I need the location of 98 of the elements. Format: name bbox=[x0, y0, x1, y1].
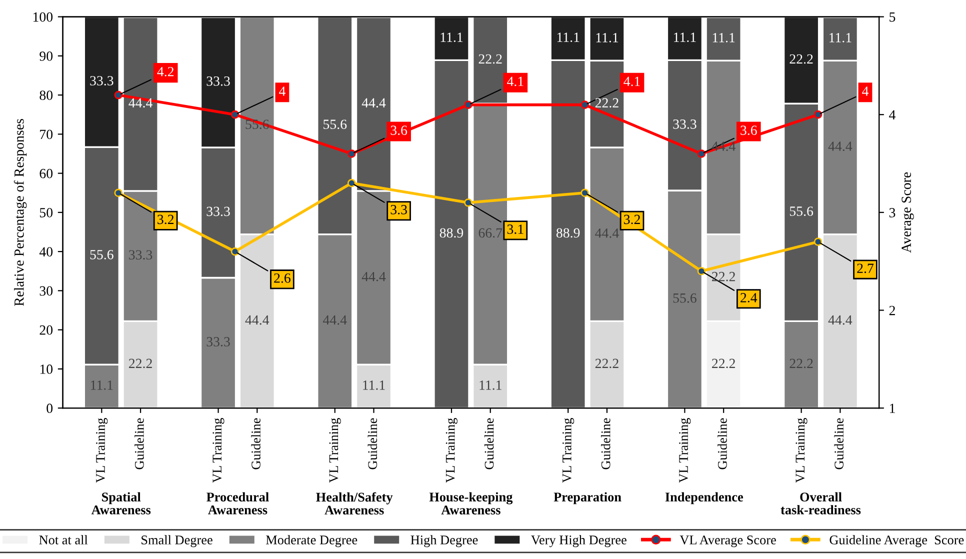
data-label: 33.3 bbox=[206, 337, 230, 346]
data-label: 3.2 bbox=[158, 214, 174, 224]
x-tick-label: Guideline bbox=[134, 418, 144, 470]
data-label: 3.1 bbox=[507, 224, 524, 234]
data-label: 44.4 bbox=[323, 315, 347, 325]
data-label: 3.3 bbox=[390, 204, 407, 214]
data-label: 44.4 bbox=[595, 228, 619, 238]
data-label: 55.6 bbox=[324, 120, 347, 130]
x-tick-label: Guideline bbox=[251, 418, 260, 470]
data-label: 44.4 bbox=[245, 315, 270, 325]
y2-axis-title: Average Score bbox=[902, 172, 914, 253]
legend-label: High Degree bbox=[410, 535, 478, 548]
data-label: 11.1 bbox=[480, 380, 502, 390]
data-label: 44.4 bbox=[362, 98, 386, 108]
text: House-keeping Awareness bbox=[429, 492, 513, 514]
data-label: 2.7 bbox=[857, 264, 874, 274]
data-label: 22.2 bbox=[790, 358, 813, 368]
x-tick-label: VL Training bbox=[212, 418, 224, 483]
legend-label: Very High Degree bbox=[531, 535, 626, 548]
data-label: 3.6 bbox=[740, 126, 757, 136]
y-tick-label: 40 bbox=[39, 247, 53, 257]
x-tick-label: Guideline bbox=[484, 418, 494, 470]
x-tick-label: Guideline bbox=[368, 418, 378, 470]
y-tick-label: 0 bbox=[46, 404, 53, 414]
data-label: 11.1 bbox=[830, 33, 852, 42]
y-tick-label: 30 bbox=[40, 286, 53, 296]
data-label: 33.3 bbox=[90, 76, 114, 86]
legend-label: Moderate Degree bbox=[266, 535, 358, 548]
data-label: 11.1 bbox=[557, 32, 580, 42]
x-tick-label: Guideline bbox=[600, 418, 610, 470]
y-tick-label: 90 bbox=[40, 51, 53, 61]
x-tick-label: VL Training bbox=[446, 418, 458, 483]
data-label: 55.6 bbox=[673, 293, 696, 303]
data-label: 11.1 bbox=[363, 380, 385, 390]
data-label: 4.1 bbox=[624, 76, 640, 86]
x-tick-label: VL Training bbox=[562, 418, 574, 483]
x-tick-label: Guideline bbox=[834, 418, 844, 470]
data-label: 55.6 bbox=[790, 206, 814, 216]
data-label: 44.4 bbox=[828, 315, 852, 325]
data-label: 44.4 bbox=[128, 98, 152, 108]
data-label: 2.4 bbox=[740, 293, 758, 302]
y-tick-label: 100 bbox=[33, 12, 53, 22]
data-label: 22.2 bbox=[595, 98, 618, 108]
y2-tick-label: 1 bbox=[890, 404, 895, 413]
data-label: 11.1 bbox=[440, 32, 463, 42]
data-label: 4 bbox=[279, 86, 286, 96]
text: Overall task-readiness bbox=[780, 492, 861, 514]
text: Spatial Awareness bbox=[91, 492, 151, 514]
data-label: 44.4 bbox=[828, 142, 852, 151]
y-tick-label: 20 bbox=[40, 325, 53, 335]
data-label: 44.4 bbox=[362, 272, 386, 282]
data-label: 11.1 bbox=[712, 33, 735, 42]
data-label: 22.2 bbox=[790, 54, 813, 64]
y-tick-label: 80 bbox=[40, 90, 53, 100]
data-label: 22.2 bbox=[712, 358, 735, 368]
text: Preparation bbox=[554, 492, 622, 504]
data-label: 55.6 bbox=[90, 250, 114, 260]
data-label: 3.6 bbox=[390, 126, 408, 136]
data-label: 11.1 bbox=[674, 32, 696, 42]
data-label: 22.2 bbox=[478, 54, 502, 64]
legend-label: Small Degree bbox=[142, 535, 212, 548]
y2-tick-label: 5 bbox=[890, 12, 896, 22]
data-label: 11.1 bbox=[90, 380, 113, 390]
y-tick-label: 60 bbox=[40, 168, 53, 178]
text: Procedural Awareness bbox=[206, 492, 269, 514]
data-label: 22.2 bbox=[595, 358, 618, 368]
y2-tick-label: 4 bbox=[889, 110, 896, 120]
data-label: 33.3 bbox=[129, 250, 152, 260]
legend-label: Not at all bbox=[39, 535, 88, 544]
y-axis-title: Relative Percentage of Responses bbox=[14, 119, 27, 306]
data-label: 33.3 bbox=[673, 120, 696, 129]
text: Independence bbox=[665, 492, 744, 504]
data-label: 4.2 bbox=[157, 66, 174, 76]
y2-tick-label: 2 bbox=[889, 306, 895, 316]
data-label: 33.3 bbox=[206, 76, 230, 86]
y-tick-label: 50 bbox=[40, 208, 53, 218]
legend-label: Guideline Average Score bbox=[830, 535, 964, 548]
data-label: 11.1 bbox=[596, 33, 618, 42]
text: Health/Safety Awareness bbox=[316, 492, 393, 515]
x-tick-label: VL Training bbox=[796, 418, 808, 483]
x-tick-label: Guideline bbox=[718, 418, 727, 470]
y-tick-label: 70 bbox=[40, 130, 53, 140]
y-tick-label: 10 bbox=[40, 364, 53, 374]
data-label: 88.9 bbox=[440, 228, 464, 238]
data-label: 22.2 bbox=[128, 358, 152, 368]
data-label: 4.1 bbox=[507, 76, 524, 86]
x-tick-label: VL Training bbox=[679, 418, 691, 483]
y2-tick-label: 3 bbox=[889, 208, 896, 218]
data-label: 2.6 bbox=[274, 273, 290, 283]
legend-label: VL Average Score bbox=[680, 536, 776, 548]
data-label: 88.9 bbox=[556, 228, 580, 238]
x-tick-label: VL Training bbox=[329, 418, 341, 483]
data-label: 3.2 bbox=[624, 214, 640, 224]
data-label: 22.2 bbox=[712, 272, 735, 282]
data-label: 33.3 bbox=[206, 206, 230, 216]
data-label: 4 bbox=[862, 86, 869, 96]
data-label: 66.7 bbox=[478, 228, 502, 238]
x-tick-label: VL Training bbox=[96, 418, 108, 483]
